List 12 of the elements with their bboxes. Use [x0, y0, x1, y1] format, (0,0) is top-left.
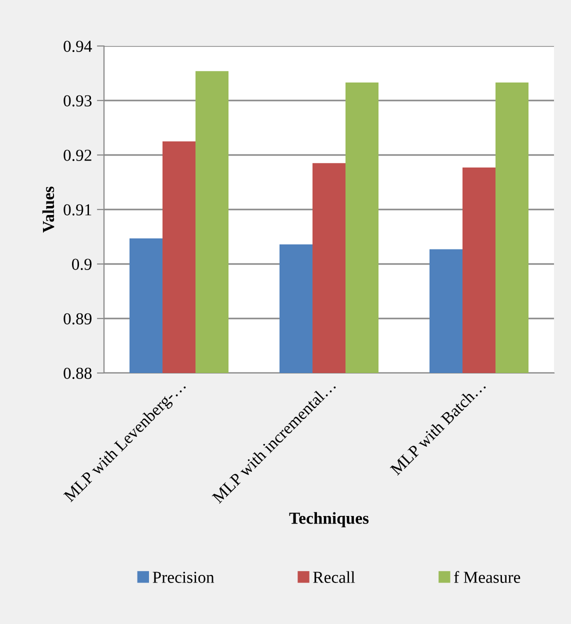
y-tick-label: 0.89	[64, 313, 92, 325]
y-tick-label: 0.93	[64, 95, 92, 107]
y-axis-title: Values	[42, 186, 54, 233]
y-tick-label: 0.94	[64, 40, 92, 52]
x-axis-title: Techniques	[289, 512, 369, 528]
legend-label: Precision	[152, 572, 214, 583]
y-tick-label: 0.91	[64, 204, 92, 216]
legend-label: f Measure	[454, 571, 520, 583]
legend-label: Recall	[313, 571, 355, 583]
y-tick-label: 0.92	[64, 150, 92, 162]
y-tick-label: 0.9	[72, 258, 92, 270]
y-tick-label: 0.88	[64, 368, 92, 380]
